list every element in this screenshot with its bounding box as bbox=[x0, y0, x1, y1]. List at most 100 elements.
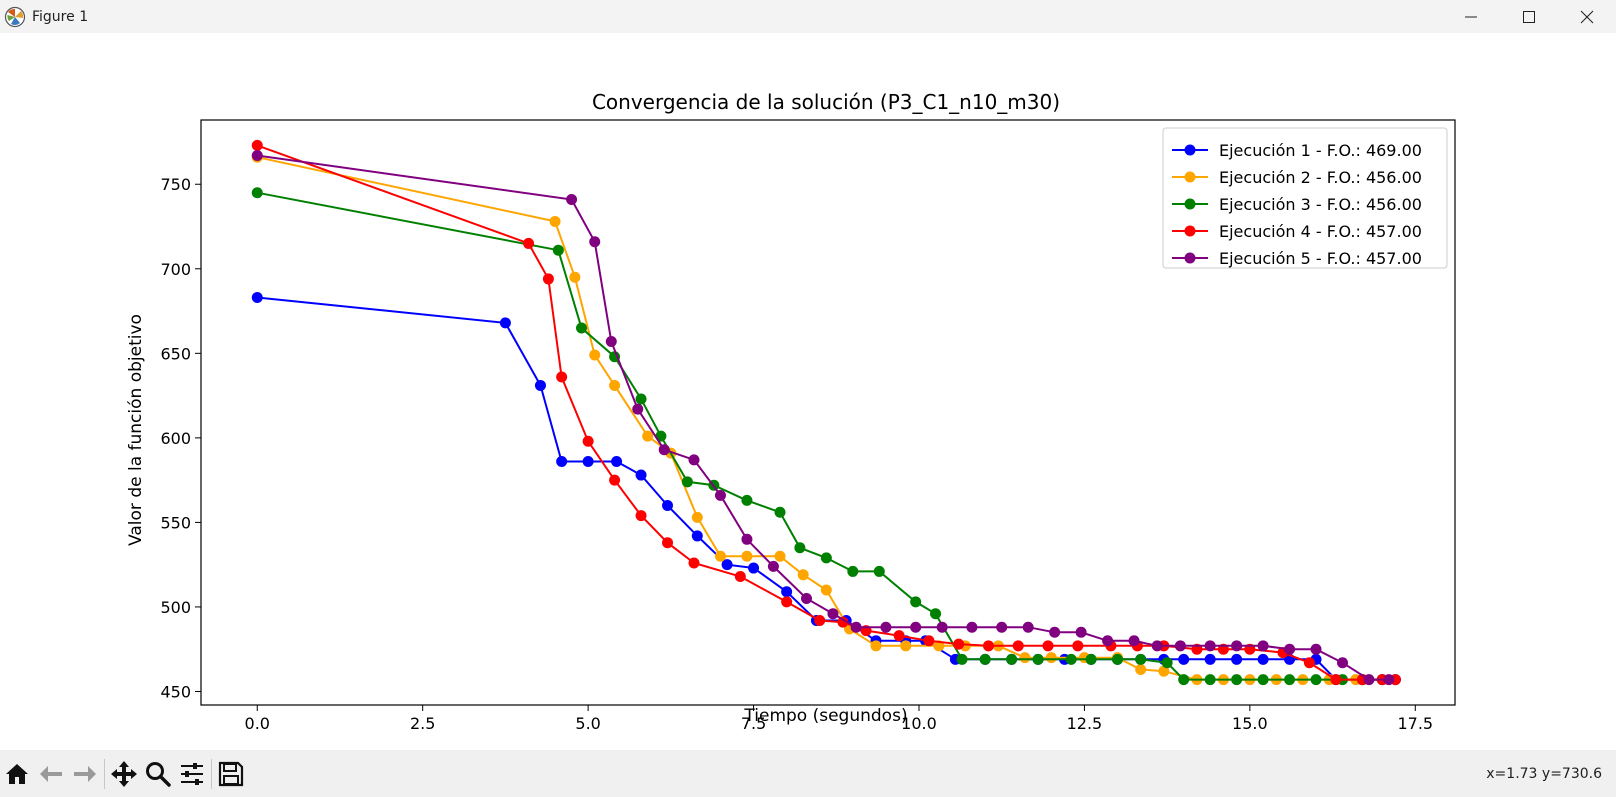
data-point bbox=[605, 335, 617, 347]
zoom-button[interactable] bbox=[141, 754, 175, 794]
data-point bbox=[847, 565, 859, 577]
data-point bbox=[880, 621, 892, 633]
data-point bbox=[1045, 652, 1057, 664]
data-point bbox=[658, 444, 670, 456]
close-button[interactable] bbox=[1558, 0, 1616, 33]
data-point bbox=[582, 435, 594, 447]
maximize-button[interactable] bbox=[1500, 0, 1558, 33]
back-arrow-icon bbox=[40, 765, 62, 782]
matplotlib-app-icon bbox=[4, 6, 26, 27]
minimize-button[interactable] bbox=[1442, 0, 1500, 33]
toolbar-separator bbox=[104, 758, 105, 789]
legend-marker bbox=[1184, 198, 1196, 210]
y-tick-label: 450 bbox=[160, 682, 191, 701]
x-tick-label: 2.5 bbox=[410, 714, 435, 733]
data-point bbox=[251, 139, 263, 151]
configure-subplots-button[interactable] bbox=[175, 754, 209, 794]
legend-label: Ejecución 1 - F.O.: 469.00 bbox=[1219, 141, 1422, 160]
legend: Ejecución 1 - F.O.: 469.00 Ejecución 2 - … bbox=[1162, 127, 1448, 269]
data-point bbox=[781, 596, 793, 608]
data-point bbox=[966, 621, 978, 633]
legend-item: Ejecución 4 - F.O.: 457.00 bbox=[1172, 222, 1422, 241]
plot-series bbox=[251, 139, 1401, 686]
data-point bbox=[549, 215, 561, 227]
data-point bbox=[1204, 640, 1216, 652]
data-point bbox=[930, 608, 942, 620]
data-point bbox=[774, 550, 786, 562]
data-point bbox=[873, 565, 885, 577]
data-point bbox=[681, 476, 693, 488]
data-point bbox=[1019, 652, 1031, 664]
data-point bbox=[1072, 640, 1084, 652]
navigation-toolbar bbox=[0, 750, 1616, 797]
forward-button[interactable] bbox=[68, 754, 102, 794]
data-point bbox=[721, 559, 733, 571]
legend-item: Ejecución 5 - F.O.: 457.00 bbox=[1172, 249, 1422, 268]
home-icon bbox=[6, 763, 28, 784]
data-point bbox=[893, 630, 905, 642]
data-point bbox=[1112, 653, 1124, 665]
data-point bbox=[552, 244, 564, 256]
data-point bbox=[566, 193, 578, 205]
data-point bbox=[979, 653, 991, 665]
data-point bbox=[800, 592, 812, 604]
data-point bbox=[923, 635, 935, 647]
data-point bbox=[589, 349, 601, 361]
y-tick-label: 700 bbox=[160, 260, 191, 279]
data-point bbox=[691, 511, 703, 523]
legend-label: Ejecución 2 - F.O.: 456.00 bbox=[1219, 168, 1422, 187]
series-line bbox=[257, 191, 1383, 681]
maximize-icon bbox=[1523, 10, 1535, 23]
data-point bbox=[1363, 674, 1375, 686]
data-point bbox=[611, 456, 623, 468]
data-point bbox=[820, 584, 832, 596]
data-point bbox=[953, 638, 965, 650]
data-point bbox=[1128, 635, 1140, 647]
data-point bbox=[1310, 674, 1322, 686]
data-point bbox=[688, 454, 700, 466]
data-point bbox=[1337, 657, 1349, 669]
y-tick-label: 500 bbox=[160, 598, 191, 617]
data-point bbox=[1042, 640, 1054, 652]
figure-canvas[interactable]: Convergencia de la solución (P3_C1_n10_m… bbox=[0, 33, 1616, 750]
data-point bbox=[814, 614, 826, 626]
data-point bbox=[774, 506, 786, 518]
legend-marker bbox=[1184, 144, 1196, 156]
data-point bbox=[1135, 663, 1147, 675]
data-point bbox=[1174, 640, 1186, 652]
configure-subplots-icon bbox=[181, 762, 203, 785]
data-point bbox=[582, 456, 594, 468]
data-point bbox=[251, 292, 263, 304]
data-point bbox=[714, 550, 726, 562]
data-point bbox=[1085, 653, 1097, 665]
legend-label: Ejecución 4 - F.O.: 457.00 bbox=[1219, 222, 1422, 241]
legend-item: Ejecución 2 - F.O.: 456.00 bbox=[1172, 168, 1422, 187]
data-point bbox=[589, 236, 601, 248]
window-title: Figure 1 bbox=[32, 8, 89, 25]
y-tick-label: 750 bbox=[160, 175, 191, 194]
save-button[interactable] bbox=[214, 754, 248, 794]
data-point bbox=[956, 653, 968, 665]
data-point bbox=[910, 596, 922, 608]
series-line bbox=[257, 296, 1396, 681]
data-point bbox=[1158, 665, 1170, 677]
data-point bbox=[1151, 640, 1163, 652]
data-point bbox=[781, 586, 793, 598]
data-point bbox=[576, 322, 588, 334]
data-point bbox=[1231, 674, 1243, 686]
data-point bbox=[1012, 640, 1024, 652]
back-button[interactable] bbox=[34, 754, 68, 794]
y-axis-label: Valor de la función objetivo bbox=[126, 314, 146, 546]
series-ejecucion-3 bbox=[251, 187, 1388, 686]
pan-button[interactable] bbox=[107, 754, 141, 794]
x-tick-label: 0.0 bbox=[245, 714, 270, 733]
axis-ticks: 0.0 2.5 5.0 7.5 10.0 12.5 15.0 17.5 450 500 550 600… bbox=[160, 175, 1433, 733]
home-button[interactable] bbox=[0, 754, 34, 794]
chart-title: Convergencia de la solución (P3_C1_n10_m… bbox=[592, 90, 1060, 114]
data-point bbox=[556, 456, 568, 468]
data-point bbox=[1178, 653, 1190, 665]
series-ejecucion-1 bbox=[251, 292, 1401, 686]
convergence-chart: Convergencia de la solución (P3_C1_n10_m… bbox=[126, 90, 1456, 733]
legend-marker bbox=[1184, 252, 1196, 264]
data-point bbox=[1161, 657, 1173, 669]
